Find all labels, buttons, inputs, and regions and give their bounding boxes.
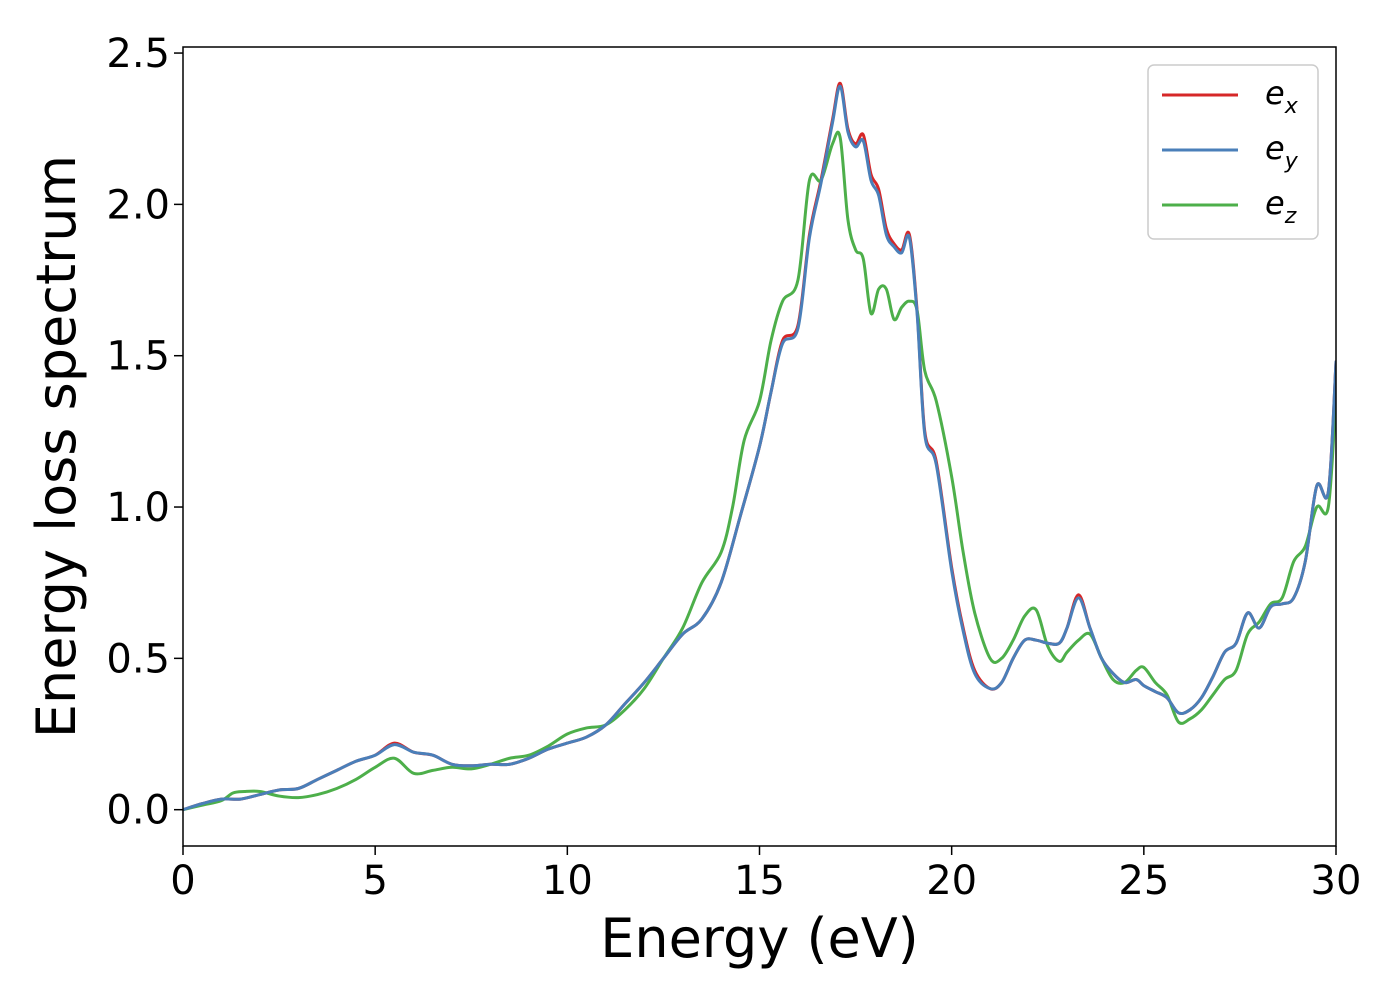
x-tick-label: 25 (1118, 858, 1169, 904)
plot-lines (183, 81, 1336, 812)
x-axis-ticks: 0 5 10 15 20 25 30 (170, 846, 1361, 904)
y-tick-label: 2.0 (106, 182, 170, 228)
y-tick-label: 1.5 (106, 334, 170, 380)
legend-label-base: e (1265, 129, 1285, 167)
x-axis-label: Energy (eV) (600, 907, 919, 970)
legend-label-base: e (1265, 184, 1285, 222)
x-tick-label: 15 (734, 858, 785, 904)
legend-label-subscript: x (1284, 94, 1299, 119)
legend-label-z: ez (1265, 184, 1297, 229)
legend-label-base: e (1265, 74, 1285, 112)
y-tick-label: 0.5 (106, 636, 170, 682)
legend-label-x: ex (1265, 74, 1299, 119)
series-line-y (183, 84, 1336, 812)
x-tick-label: 20 (926, 858, 977, 904)
legend-box (1147, 64, 1319, 240)
x-tick-label: 10 (542, 858, 593, 904)
y-tick-label: 2.5 (106, 31, 170, 77)
y-axis-label: Energy loss spectrum (25, 155, 88, 738)
series-line-z (183, 130, 1336, 812)
legend-label-subscript: z (1284, 204, 1297, 229)
y-tick-label: 1.0 (106, 485, 170, 531)
x-tick-label: 30 (1311, 858, 1362, 904)
legend-label-y: ey (1265, 129, 1299, 174)
legend-label-subscript: y (1284, 149, 1299, 174)
x-tick-label: 5 (362, 858, 387, 904)
y-tick-label: 0.0 (106, 788, 170, 834)
x-tick-label: 0 (170, 858, 195, 904)
y-axis-ticks: 0.0 0.5 1.0 1.5 2.0 2.5 (106, 31, 183, 834)
